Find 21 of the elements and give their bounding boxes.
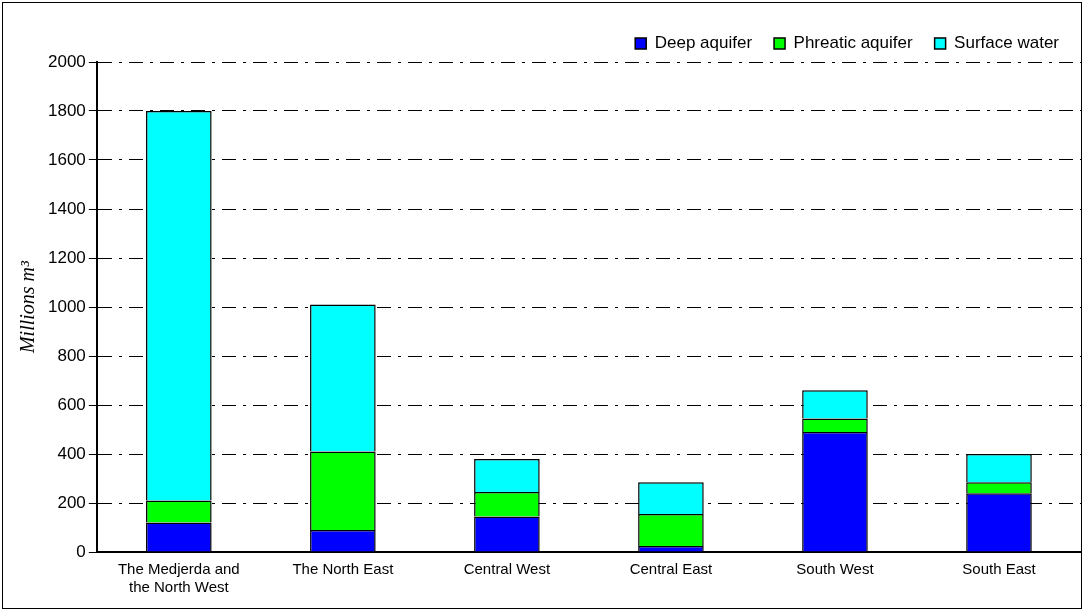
- legend-label: Phreatic aquifer: [793, 33, 913, 53]
- y-tick-label: 2000: [47, 51, 86, 71]
- y-tick-label: 400: [57, 443, 86, 463]
- x-tick-label: Central East: [629, 560, 714, 578]
- y-tick-label: 1400: [47, 198, 86, 218]
- x-tick-label: South East: [962, 560, 1037, 578]
- y-tick-label: 1200: [47, 247, 86, 267]
- y-tick-label: 0: [76, 541, 86, 561]
- legend-label: Deep aquifer: [654, 33, 753, 53]
- y-tick-label: 200: [57, 492, 86, 512]
- legend-label: Surface water: [954, 33, 1060, 53]
- x-tick-label: Central West: [463, 560, 551, 578]
- x-tick-label: The North East: [292, 560, 395, 578]
- y-axis-title: Millions m³: [16, 259, 39, 355]
- y-tick-label: 1600: [47, 149, 86, 169]
- y-tick-label: 1800: [47, 100, 86, 120]
- y-tick-label: 600: [57, 394, 86, 414]
- x-tick-label: South West: [796, 560, 875, 578]
- x-tick-label: The Medjerda and the North West: [117, 560, 240, 596]
- y-tick-label: 800: [57, 345, 86, 365]
- y-tick-label: 1000: [47, 296, 86, 316]
